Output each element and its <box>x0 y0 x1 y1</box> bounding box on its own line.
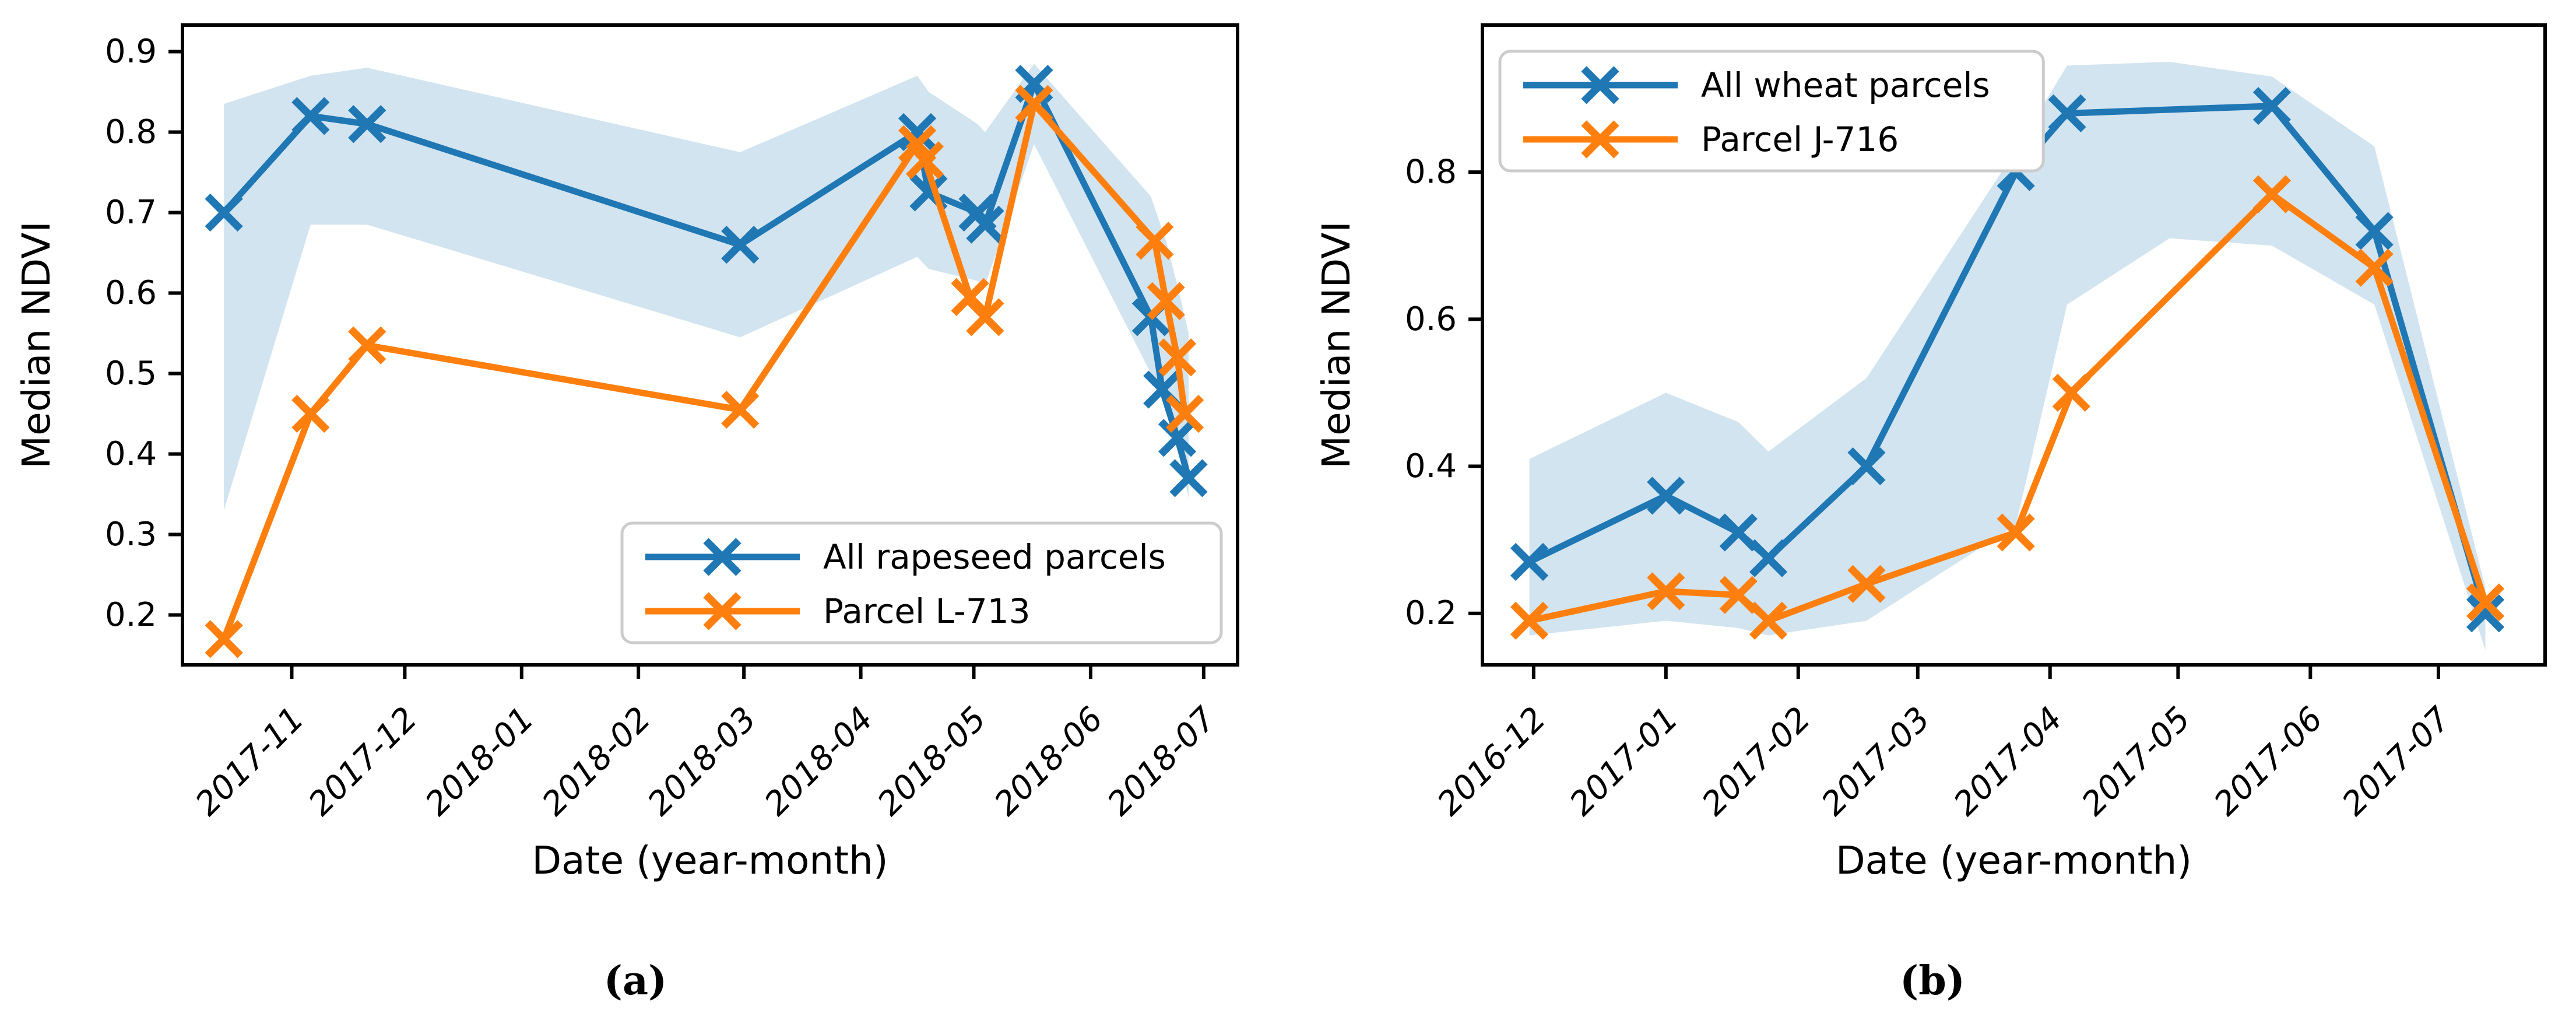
y-tick-label: 0.6 <box>105 274 157 312</box>
series-line-all-wheat-parcels <box>1526 103 2489 617</box>
x-axis-label: Date (year-month) <box>1836 838 2192 883</box>
x-tick-label: 2018-04 <box>757 700 880 823</box>
data-point-marker-x <box>2466 594 2505 633</box>
data-point-marker-x <box>2355 212 2394 250</box>
data-point-marker-x <box>721 390 760 429</box>
data-point-marker-x <box>2466 583 2505 622</box>
data-point-marker-x <box>1169 459 1208 497</box>
y-tick-label: 0.9 <box>105 33 157 71</box>
y-tick-label: 0.2 <box>1405 594 1457 632</box>
data-point-marker-x <box>2048 94 2086 132</box>
x-tick-label: 2017-05 <box>2075 700 2198 823</box>
data-point-marker-x <box>1749 601 1788 640</box>
data-point-marker-x <box>898 113 937 152</box>
y-tick-label: 0.2 <box>105 596 157 634</box>
x-tick-label: 2017-01 <box>1562 700 1685 823</box>
data-point-marker-x <box>1015 85 1053 123</box>
data-point-marker-x <box>348 105 386 143</box>
y-tick-label: 0.4 <box>1405 447 1457 485</box>
y-axis-label: Median NDVI <box>1314 221 1359 469</box>
data-point-marker-x <box>966 298 1004 337</box>
y-tick-label: 0.7 <box>105 194 157 232</box>
plot-border <box>1481 23 2547 667</box>
x-tick-label: 2018-02 <box>535 700 658 823</box>
x-tick-label: 2018-06 <box>987 700 1110 823</box>
data-point-marker-x <box>2252 175 2292 213</box>
legend-sample-marker-x <box>1581 66 1619 104</box>
x-tick-label: 2017-07 <box>2335 700 2458 823</box>
x-tick-label: 2017-02 <box>1695 700 1818 823</box>
data-point-marker-x <box>2052 373 2090 412</box>
x-tick-label: 2018-01 <box>418 700 541 823</box>
data-point-marker-x <box>1510 601 1549 640</box>
data-point-marker-x <box>1997 513 2035 552</box>
legend-label: Parcel L-713 <box>823 591 1031 631</box>
confidence-band-ndvi-spread-all-wheat-parcels <box>1529 62 2486 650</box>
legend-sample-marker-x <box>703 538 741 576</box>
data-point-marker-x <box>1749 539 1788 577</box>
data-point-marker-x <box>1847 565 1886 603</box>
x-tick-label: 2018-07 <box>1100 700 1224 823</box>
data-point-marker-x <box>348 326 386 364</box>
data-point-marker-x <box>1136 222 1174 260</box>
data-point-marker-x <box>1647 476 1685 515</box>
y-tick-label: 0.6 <box>1405 300 1457 338</box>
x-tick-label: 2017-06 <box>2207 700 2330 823</box>
x-axis-label: Date (year-month) <box>532 838 888 883</box>
legend-sample-marker-x <box>703 592 741 630</box>
data-point-marker-x <box>2355 248 2394 287</box>
data-point-marker-x <box>2252 87 2292 125</box>
x-tick-label: 2017-04 <box>1946 700 2069 823</box>
x-tick-label: 2017-12 <box>301 700 424 823</box>
x-tick-label: 2016-12 <box>1430 700 1553 823</box>
y-tick-label: 0.8 <box>105 113 157 151</box>
x-tick-label: 2017-11 <box>188 700 311 823</box>
plot-border <box>181 23 1239 667</box>
data-point-marker-x <box>1510 542 1549 581</box>
data-point-marker-x <box>905 141 944 180</box>
y-tick-label: 0.8 <box>1405 153 1457 191</box>
data-point-marker-x <box>1847 447 1886 486</box>
data-point-marker-x <box>1165 394 1204 433</box>
y-axis-label: Median NDVI <box>14 221 59 469</box>
x-tick-label: 2018-05 <box>870 700 993 823</box>
data-point-marker-x <box>291 97 330 135</box>
data-point-marker-x <box>1719 576 1758 614</box>
panel-b-caption: (b) <box>1900 958 1965 1004</box>
data-point-marker-x <box>205 620 243 658</box>
data-point-marker-x <box>1158 338 1197 377</box>
data-point-marker-x <box>721 226 760 264</box>
data-point-marker-x <box>205 193 243 232</box>
data-point-marker-x <box>291 394 330 433</box>
data-point-marker-x <box>1147 282 1185 320</box>
y-tick-label: 0.5 <box>105 355 157 392</box>
data-point-marker-x <box>1647 572 1685 611</box>
confidence-band-ndvi-spread-all-rapeseed-parcels <box>224 64 1189 511</box>
legend-label: Parcel J-716 <box>1701 120 1899 159</box>
panel-a-caption: (a) <box>603 958 667 1004</box>
x-tick-label: 2018-03 <box>641 700 764 823</box>
data-point-marker-x <box>1719 513 1758 552</box>
y-tick-label: 0.3 <box>105 516 157 553</box>
data-point-marker-x <box>966 205 1004 244</box>
legend-label: All wheat parcels <box>1701 65 1990 105</box>
x-tick-label: 2017-03 <box>1814 700 1937 823</box>
y-tick-label: 0.4 <box>105 435 157 473</box>
legend-sample-marker-x <box>1581 120 1619 159</box>
series-line-parcel-j-716 <box>1526 191 2489 624</box>
legend-label: All rapeseed parcels <box>823 537 1166 577</box>
